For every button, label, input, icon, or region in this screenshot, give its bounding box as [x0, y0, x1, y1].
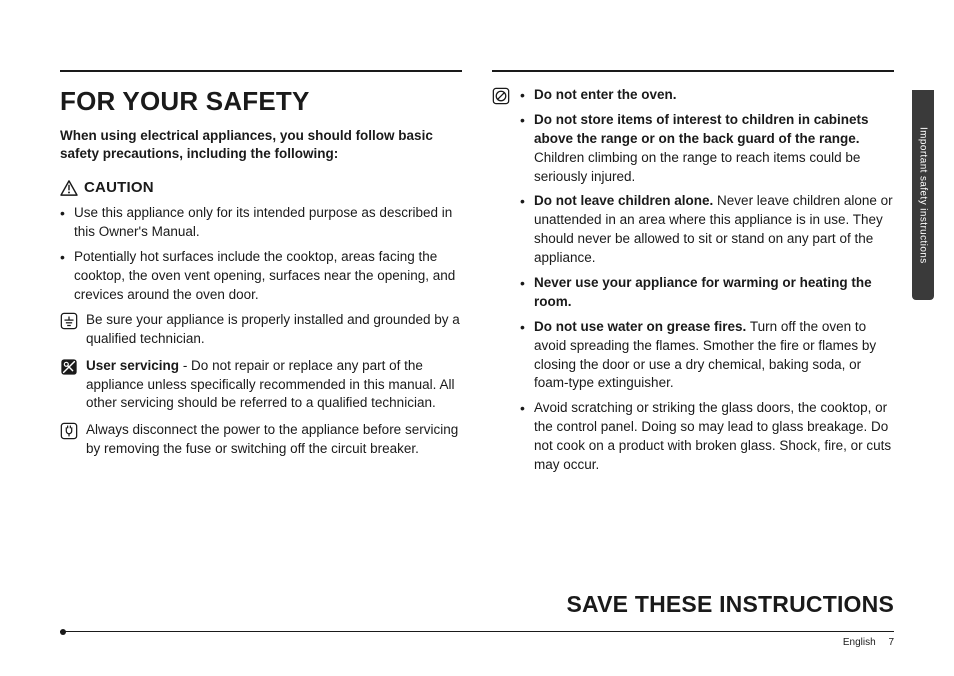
disconnect-text: Always disconnect the power to the appli…: [86, 421, 462, 459]
top-rule-right: [492, 70, 894, 72]
no-disassemble-icon: [60, 358, 78, 376]
right-bullet-list: Do not enter the oven. Do not store item…: [520, 86, 894, 475]
service-text: User servicing - Do not repair or replac…: [86, 357, 462, 414]
list-item: Use this appliance only for its intended…: [60, 204, 462, 242]
footer-rule: [60, 631, 894, 632]
safety-heading: FOR YOUR SAFETY: [60, 86, 462, 117]
left-bullet-list: Use this appliance only for its intended…: [60, 204, 462, 304]
disconnect-row: Always disconnect the power to the appli…: [60, 421, 462, 459]
side-tab-label: Important safety instructions: [918, 127, 929, 264]
list-item: Do not leave children alone. Never leave…: [520, 192, 894, 268]
item-bold: Never use your appliance for warming or …: [534, 275, 872, 309]
service-bold: User servicing: [86, 358, 179, 373]
list-item: Never use your appliance for warming or …: [520, 274, 894, 312]
footer-text: English 7: [843, 637, 894, 648]
caution-triangle-icon: [60, 180, 78, 196]
item-rest: Children climbing on the range to reach …: [534, 150, 860, 184]
left-column: FOR YOUR SAFETY When using electrical ap…: [60, 70, 462, 481]
item-bold: Do not use water on grease fires.: [534, 319, 746, 334]
ground-icon: [60, 312, 78, 330]
right-content-wrap: Do not enter the oven. Do not store item…: [492, 86, 894, 481]
service-row: User servicing - Do not repair or replac…: [60, 357, 462, 414]
manual-page: Important safety instructions FOR YOUR S…: [0, 0, 954, 676]
list-item: Potentially hot surfaces include the coo…: [60, 248, 462, 305]
ground-text: Be sure your appliance is properly insta…: [86, 311, 462, 349]
footer-language: English: [843, 637, 876, 648]
safety-intro: When using electrical appliances, you sh…: [60, 127, 462, 163]
item-bold: Do not store items of interest to childr…: [534, 112, 869, 146]
item-rest: Avoid scratching or striking the glass d…: [534, 400, 891, 472]
side-tab: Important safety instructions: [912, 90, 934, 300]
list-item: Do not store items of interest to childr…: [520, 111, 894, 187]
unplug-icon: [60, 422, 78, 440]
footer-page-number: 7: [888, 637, 894, 648]
list-item: Avoid scratching or striking the glass d…: [520, 399, 894, 475]
right-list-area: Do not enter the oven. Do not store item…: [520, 86, 894, 481]
caution-line: CAUTION: [60, 179, 462, 196]
right-column: Do not enter the oven. Do not store item…: [492, 70, 894, 481]
ground-row: Be sure your appliance is properly insta…: [60, 311, 462, 349]
content-columns: FOR YOUR SAFETY When using electrical ap…: [60, 70, 894, 481]
item-bold: Do not leave children alone.: [534, 193, 713, 208]
item-bold: Do not enter the oven.: [534, 87, 677, 102]
save-instructions-heading: SAVE THESE INSTRUCTIONS: [567, 591, 895, 618]
top-rule-left: [60, 70, 462, 72]
prohibit-icon: [492, 87, 510, 105]
caution-label: CAUTION: [84, 179, 154, 196]
list-item: Do not use water on grease fires. Turn o…: [520, 318, 894, 394]
list-item: Do not enter the oven.: [520, 86, 894, 105]
